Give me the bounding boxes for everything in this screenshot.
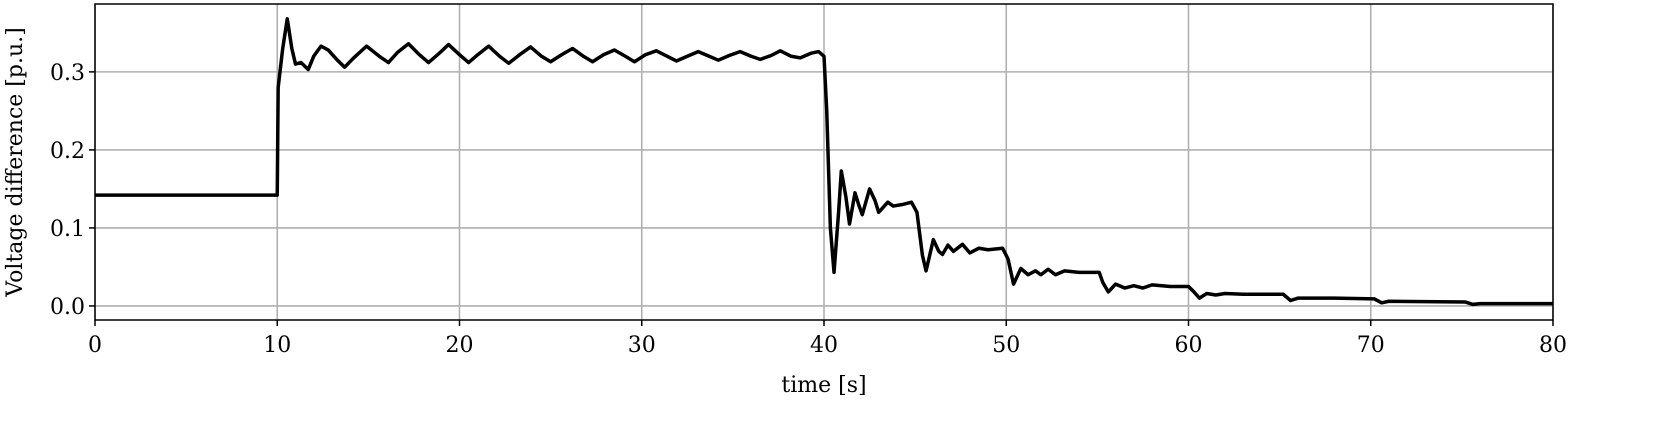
- line: [95, 17, 1553, 307]
- y-tick-label: 0.2: [50, 139, 85, 164]
- x-tick-label: 0: [88, 333, 102, 358]
- plot-frame: [94, 3, 1554, 321]
- x-tick-label: 30: [628, 333, 656, 358]
- y-tick-label: 0.0: [50, 295, 85, 320]
- x-tick-label: 10: [263, 333, 291, 358]
- y-tick-label: 0.1: [50, 217, 85, 242]
- x-tick-label: 70: [1357, 333, 1385, 358]
- x-tick-label: 20: [446, 333, 474, 358]
- y-tick-label: 0.3: [50, 61, 85, 86]
- x-axis-label: time [s]: [781, 373, 866, 398]
- y-axis-label: Voltage difference [p.u.]: [3, 27, 28, 297]
- x-tick-label: 60: [1175, 333, 1203, 358]
- x-tick-label: 80: [1539, 333, 1567, 358]
- x-tick-label: 50: [992, 333, 1020, 358]
- x-tick-label: 40: [810, 333, 838, 358]
